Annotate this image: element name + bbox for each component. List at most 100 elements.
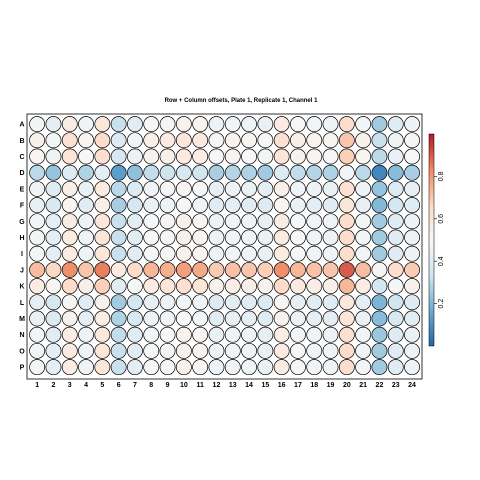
- well-C12: [208, 148, 225, 165]
- well-F3: [61, 197, 78, 214]
- well-A2: [45, 116, 62, 133]
- well-M2: [45, 310, 62, 327]
- well-C13: [224, 148, 241, 165]
- well-A3: [61, 116, 78, 133]
- well-I5: [94, 245, 111, 262]
- well-O23: [387, 342, 404, 359]
- column-label-19: 19: [327, 382, 335, 389]
- well-A22: [371, 116, 388, 133]
- well-M14: [241, 310, 257, 327]
- well-M3: [61, 310, 78, 327]
- well-A9: [159, 116, 176, 133]
- row-label-A: A: [19, 122, 24, 129]
- well-L22: [371, 294, 388, 311]
- well-D15: [257, 164, 274, 181]
- row-tick-labels: A B C D E F G H I J K L M N O P: [19, 122, 25, 372]
- well-N20: [338, 326, 355, 343]
- well-G22: [371, 213, 388, 230]
- well-F19: [322, 197, 339, 214]
- well-K11: [192, 278, 209, 295]
- well-D3: [61, 164, 78, 181]
- well-J10: [175, 261, 192, 278]
- well-H7: [126, 229, 143, 246]
- well-O20: [338, 342, 355, 359]
- well-A14: [241, 116, 257, 133]
- well-B6: [110, 132, 127, 149]
- row-label-C: C: [19, 154, 24, 161]
- well-P6: [110, 359, 127, 376]
- well-M13: [224, 310, 241, 327]
- well-A13: [224, 116, 241, 133]
- well-P4: [78, 359, 95, 376]
- well-G7: [126, 213, 143, 230]
- well-I22: [371, 245, 388, 262]
- well-A6: [110, 116, 127, 133]
- well-E16: [273, 180, 290, 197]
- well-F1: [29, 197, 46, 214]
- well-H13: [224, 229, 241, 246]
- column-label-2: 2: [51, 382, 55, 389]
- well-E17: [290, 180, 306, 197]
- well-N7: [126, 326, 143, 343]
- well-F24: [404, 197, 420, 214]
- well-E19: [322, 180, 339, 197]
- column-label-8: 8: [149, 382, 153, 389]
- well-O6: [110, 342, 127, 359]
- well-B17: [290, 132, 306, 149]
- well-D8: [143, 164, 160, 181]
- well-D11: [192, 164, 209, 181]
- well-N22: [371, 326, 388, 343]
- well-H17: [290, 229, 306, 246]
- well-F21: [355, 197, 372, 214]
- well-G18: [306, 213, 323, 230]
- well-P24: [404, 359, 420, 376]
- well-B22: [371, 132, 388, 149]
- well-B3: [61, 132, 78, 149]
- well-B15: [257, 132, 274, 149]
- well-L21: [355, 294, 372, 311]
- well-J2: [45, 261, 62, 278]
- well-P17: [290, 359, 306, 376]
- well-E10: [175, 180, 192, 197]
- well-J5: [94, 261, 111, 278]
- well-O14: [241, 342, 257, 359]
- well-L11: [192, 294, 209, 311]
- well-B2: [45, 132, 62, 149]
- well-L18: [306, 294, 323, 311]
- well-M18: [306, 310, 323, 327]
- well-D24: [404, 164, 420, 181]
- well-B14: [241, 132, 257, 149]
- column-label-23: 23: [392, 382, 400, 389]
- well-A4: [78, 116, 95, 133]
- well-I2: [45, 245, 62, 262]
- well-F20: [338, 197, 355, 214]
- well-J19: [322, 261, 339, 278]
- well-H6: [110, 229, 127, 246]
- well-P11: [192, 359, 209, 376]
- well-H11: [192, 229, 209, 246]
- well-I15: [257, 245, 274, 262]
- column-label-6: 6: [117, 382, 121, 389]
- well-E13: [224, 180, 241, 197]
- row-label-K: K: [19, 284, 24, 291]
- well-K2: [45, 278, 62, 295]
- well-E20: [338, 180, 355, 197]
- well-J8: [143, 261, 160, 278]
- row-label-L: L: [20, 300, 25, 307]
- well-D5: [94, 164, 111, 181]
- well-C16: [273, 148, 290, 165]
- well-A17: [290, 116, 306, 133]
- well-B12: [208, 132, 225, 149]
- well-C1: [29, 148, 46, 165]
- well-O3: [61, 342, 78, 359]
- well-G12: [208, 213, 225, 230]
- well-F18: [306, 197, 323, 214]
- column-label-15: 15: [261, 382, 269, 389]
- well-D10: [175, 164, 192, 181]
- column-label-7: 7: [133, 382, 137, 389]
- well-O12: [208, 342, 225, 359]
- well-J6: [110, 261, 127, 278]
- well-L15: [257, 294, 274, 311]
- well-H21: [355, 229, 372, 246]
